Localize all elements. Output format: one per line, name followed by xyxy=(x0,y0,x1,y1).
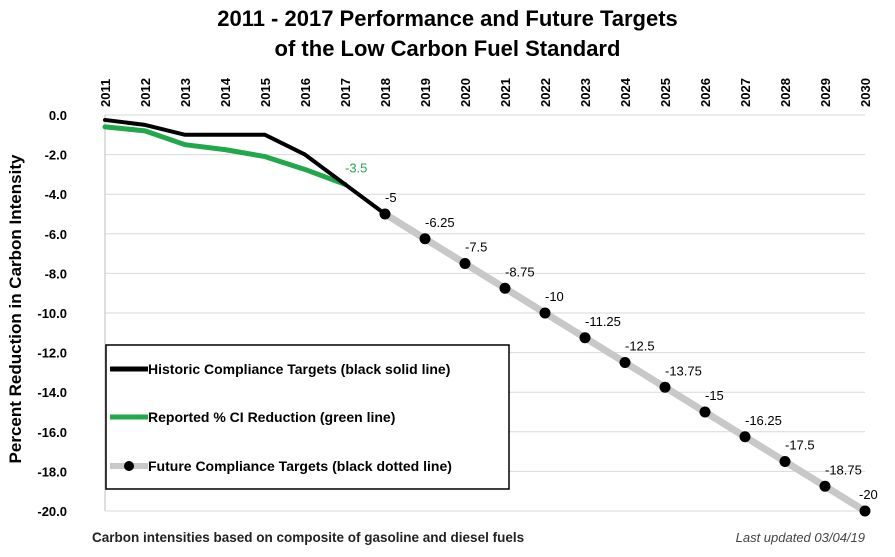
data-label: -18.75 xyxy=(825,462,862,477)
x-tick-label: 2025 xyxy=(658,78,673,107)
y-tick-label: -18.0 xyxy=(37,464,67,479)
x-tick-label: 2022 xyxy=(538,78,553,107)
chart-title: 2011 - 2017 Performance and Future Targe… xyxy=(217,6,678,31)
data-label: -5 xyxy=(385,190,397,205)
data-point-future xyxy=(459,258,471,269)
legend-marker-future xyxy=(124,461,134,471)
series-line-historic-targets xyxy=(103,117,387,216)
x-tick-label: 2030 xyxy=(858,78,873,107)
data-point-future xyxy=(819,480,831,492)
y-tick-label: -2.0 xyxy=(45,148,67,163)
last-updated: Last updated 03/04/19 xyxy=(735,530,865,545)
x-tick-label: 2019 xyxy=(418,78,433,107)
data-label: -11.25 xyxy=(585,314,621,329)
y-tick-label: -16.0 xyxy=(37,425,67,440)
data-label: -7.5 xyxy=(465,240,487,255)
x-tick-label: 2018 xyxy=(378,78,393,107)
chart-subtitle: of the Low Carbon Fuel Standard xyxy=(274,36,621,61)
y-tick-label: -14.0 xyxy=(37,385,67,400)
legend-label: Historic Compliance Targets (black solid… xyxy=(148,361,450,377)
y-tick-label: -10.0 xyxy=(37,306,67,321)
y-tick-label: -20.0 xyxy=(37,504,67,519)
data-point-future xyxy=(419,233,431,245)
x-tick-label: 2014 xyxy=(218,77,233,107)
x-tick-label: 2011 xyxy=(98,79,113,107)
data-point-future xyxy=(619,357,631,368)
x-tick-label: 2026 xyxy=(698,78,713,107)
data-point-future xyxy=(859,505,871,517)
legend-box xyxy=(105,344,510,490)
x-tick-label: 2012 xyxy=(138,78,153,107)
data-label: -13.75 xyxy=(665,363,702,378)
footnote: Carbon intensities based on composite of… xyxy=(92,530,525,545)
data-point-future xyxy=(659,381,671,393)
data-point-future xyxy=(779,456,791,467)
x-tick-label: 2028 xyxy=(778,78,793,107)
series-line-reported-ci xyxy=(102,124,348,187)
data-point-future xyxy=(539,307,551,319)
data-label: -17.5 xyxy=(785,438,815,453)
x-tick-label: 2016 xyxy=(298,78,313,107)
x-tick-label: 2024 xyxy=(618,77,633,107)
y-tick-label: -4.0 xyxy=(45,187,67,202)
data-label: -8.75 xyxy=(505,264,535,279)
x-tick-label: 2021 xyxy=(498,78,513,107)
x-tick-label: 2015 xyxy=(258,78,273,107)
y-axis-label: Percent Reduction in Carbon Intensity xyxy=(6,154,25,463)
data-point-future xyxy=(699,406,711,418)
x-tick-label: 2029 xyxy=(818,78,833,107)
legend-label: Future Compliance Targets (black dotted … xyxy=(148,458,452,474)
data-label: -6.25 xyxy=(425,215,455,230)
data-label: -10 xyxy=(545,289,564,304)
y-tick-label: -6.0 xyxy=(45,227,67,242)
data-point-future xyxy=(579,332,591,344)
data-point-future xyxy=(379,208,391,220)
x-tick-label: 2013 xyxy=(178,78,193,107)
data-label: -20 xyxy=(859,487,878,502)
data-label: -16.25 xyxy=(745,413,782,428)
y-tick-label: -12.0 xyxy=(37,346,67,361)
x-tick-label: 2027 xyxy=(738,78,753,107)
data-point-future xyxy=(739,431,751,443)
y-tick-label: -8.0 xyxy=(45,266,67,281)
x-tick-label: 2017 xyxy=(338,78,353,107)
x-tick-label: 2023 xyxy=(578,78,593,107)
y-tick-label: 0.0 xyxy=(49,108,67,123)
legend-label: Reported % CI Reduction (green line) xyxy=(148,409,395,425)
x-tick-label: 2020 xyxy=(458,78,473,107)
data-point-future xyxy=(499,282,511,294)
data-label: -15 xyxy=(705,388,724,403)
data-label: -12.5 xyxy=(625,339,655,354)
data-label: -3.5 xyxy=(345,160,367,175)
